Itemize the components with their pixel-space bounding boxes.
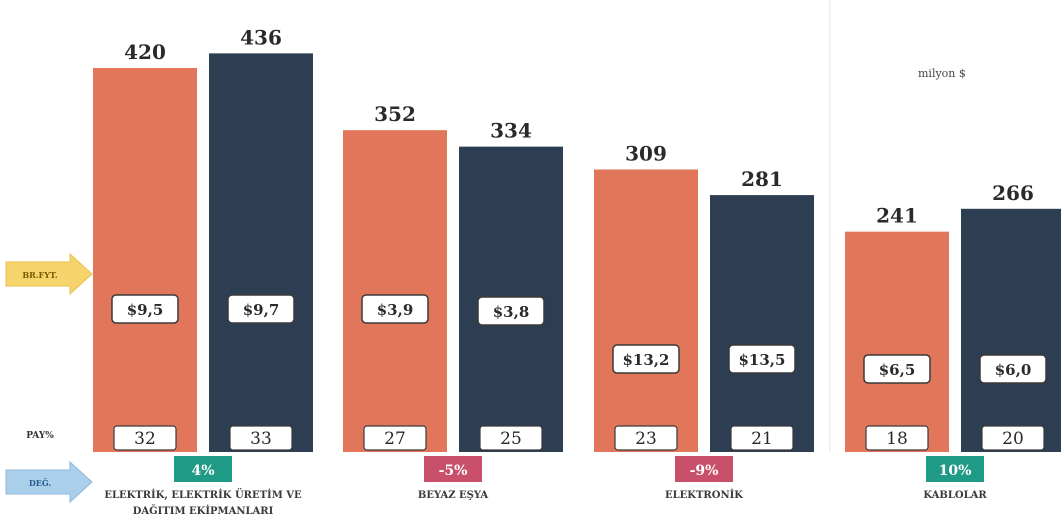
share-label-0-1: 33 [250, 429, 272, 449]
price-box-1-1 [477, 296, 545, 326]
share-label-2-1: 21 [751, 429, 773, 449]
share-box-1-1 [479, 425, 543, 451]
value-label-1-0: 352 [374, 102, 416, 126]
category-label-0-0: ELEKTRİK, ELEKTRİK ÜRETİM VE [104, 488, 302, 501]
bar-3-1 [961, 208, 1061, 452]
share-label-2-0: 23 [635, 429, 657, 449]
price-label-0-0: $9,5 [127, 301, 164, 319]
share-label-1-1: 25 [500, 429, 522, 449]
share-label-3-0: 18 [886, 429, 908, 449]
share-box-3-0 [865, 425, 929, 451]
change-badge-0 [174, 456, 232, 482]
unit-label: milyon $ [918, 67, 966, 80]
price-label-1-1: $3,8 [493, 303, 530, 321]
price-box-3-0 [863, 354, 931, 384]
price-arrow-label: BR.FYT. [22, 270, 58, 280]
price-label-2-0: $13,2 [623, 351, 670, 369]
price-label-1-0: $3,9 [377, 301, 414, 319]
share-box-2-1 [730, 425, 794, 451]
price-box-0-0 [111, 294, 179, 324]
bar-0-1 [209, 53, 313, 452]
share-box-0-0 [113, 425, 177, 451]
share-label-3-1: 20 [1002, 429, 1024, 449]
change-badge-1 [424, 456, 482, 482]
bar-1-0 [343, 130, 447, 452]
change-badge-2 [675, 456, 733, 482]
value-label-3-0: 241 [876, 204, 918, 228]
price-label-2-1: $13,5 [739, 351, 786, 369]
share-box-3-1 [981, 425, 1045, 451]
bar-2-0 [594, 169, 698, 452]
price-box-2-1 [728, 344, 796, 374]
value-label-0-0: 420 [124, 40, 166, 64]
category-label-3-0: KABLOLAR [923, 490, 987, 501]
bar-3-0 [845, 231, 949, 452]
change-label-1: -5% [439, 463, 468, 479]
change-label-0: 4% [191, 463, 214, 479]
value-label-1-1: 334 [490, 119, 532, 143]
price-box-1-0 [361, 294, 429, 324]
bar-0-0 [93, 68, 197, 452]
share-label-0-0: 32 [134, 429, 156, 449]
share-box-1-0 [363, 425, 427, 451]
price-box-3-1 [979, 354, 1047, 384]
bar-2-1 [710, 195, 814, 453]
price-arrow [5, 252, 93, 296]
category-label-0-1: DAĞITIM EKİPMANLARI [133, 504, 274, 517]
value-label-3-1: 266 [992, 181, 1034, 205]
change-arrow-label: DEĞ. [29, 478, 52, 488]
value-label-2-1: 281 [741, 167, 783, 191]
price-label-3-1: $6,0 [995, 361, 1032, 379]
share-label-1-0: 27 [384, 429, 406, 449]
share-box-0-1 [229, 425, 293, 451]
price-box-0-1 [227, 294, 295, 324]
category-label-2-0: ELEKTRONİK [665, 488, 743, 501]
category-label-1-0: BEYAZ EŞYA [418, 490, 488, 501]
change-arrow [5, 460, 93, 504]
share-row-label: PAY% [26, 431, 54, 441]
change-badge-3 [926, 456, 984, 482]
price-label-0-1: $9,7 [243, 301, 280, 319]
share-box-2-0 [614, 425, 678, 451]
change-label-2: -9% [690, 463, 719, 479]
value-label-2-0: 309 [625, 141, 667, 165]
price-label-3-0: $6,5 [879, 361, 916, 379]
value-label-0-1: 436 [240, 25, 282, 49]
price-box-2-0 [612, 344, 680, 374]
change-label-3: 10% [939, 463, 972, 479]
